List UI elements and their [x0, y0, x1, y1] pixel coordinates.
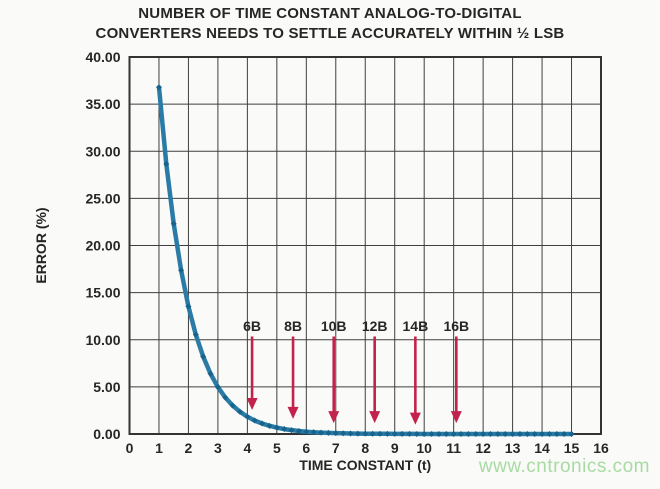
annotation-label: 14B	[403, 318, 429, 334]
annotation-14b: 14B	[403, 318, 429, 425]
y-tick-label: 25.00	[85, 190, 120, 206]
annotation-arrowhead-icon	[246, 397, 258, 410]
annotation-10b: 10B	[321, 318, 347, 424]
x-tick-label: 11	[446, 440, 461, 456]
annotation-label: 12B	[362, 318, 388, 334]
x-tick-label: 13	[505, 440, 521, 456]
y-axis-title: ERROR (%)	[33, 207, 49, 283]
x-tick-label: 15	[564, 440, 580, 456]
chart-title-line2: CONVERTERS NEEDS TO SETTLE ACCURATELY WI…	[95, 25, 565, 42]
x-tick-label: 16	[593, 440, 609, 456]
y-tick-label: 15.00	[85, 285, 120, 301]
chart-title-line1: NUMBER OF TIME CONSTANT ANALOG-TO-DIGITA…	[138, 5, 522, 22]
y-axis-tick-labels: 40.00 35.00 30.00 25.00 20.00 15.00 10.00 5.00 0…	[85, 49, 120, 442]
x-tick-label: 4	[243, 440, 251, 456]
x-tick-label: 10	[416, 440, 432, 456]
chart-title: NUMBER OF TIME CONSTANT ANALOG-TO-DIGITA…	[0, 4, 660, 44]
x-tick-label: 6	[302, 440, 310, 456]
y-tick-label: 20.00	[85, 238, 120, 254]
x-tick-label: 0	[126, 440, 134, 456]
x-tick-label: 2	[185, 440, 193, 456]
annotation-arrowhead-icon	[328, 411, 340, 424]
y-tick-label: 5.00	[93, 379, 120, 395]
y-tick-label: 0.00	[93, 426, 120, 442]
annotation-16b: 16B	[443, 318, 469, 424]
annotation-arrowhead-icon	[450, 411, 462, 424]
x-tick-label: 3	[214, 440, 222, 456]
x-tick-label: 12	[475, 440, 491, 456]
x-axis-title: TIME CONSTANT (t)	[299, 457, 431, 473]
y-tick-label: 35.00	[85, 96, 120, 112]
annotation-12b: 12B	[362, 318, 388, 424]
watermark: www.cntronics.com	[478, 456, 650, 477]
x-tick-label: 7	[332, 440, 340, 456]
x-axis-tick-labels: 0 1 2 3 4 5 6 7 8 9 10 11 12 13 14 15 16	[126, 440, 609, 456]
annotation-arrowhead-icon	[409, 412, 421, 425]
annotation-8b: 8B	[284, 318, 302, 419]
y-tick-label: 40.00	[85, 49, 120, 65]
x-tick-label: 8	[361, 440, 369, 456]
x-tick-label: 5	[273, 440, 281, 456]
grid-lines	[129, 57, 601, 434]
x-tick-label: 14	[534, 440, 550, 456]
annotation-label: 16B	[443, 318, 469, 334]
curve-data-markers	[155, 84, 575, 437]
annotation-arrowhead-icon	[369, 411, 381, 424]
annotation-label: 6B	[243, 318, 261, 334]
annotation-label: 8B	[284, 318, 302, 334]
y-tick-label: 10.00	[85, 332, 120, 348]
annotation-6b: 6B	[243, 318, 261, 410]
annotation-arrowhead-icon	[287, 406, 299, 419]
y-tick-label: 30.00	[85, 143, 120, 159]
annotation-label: 10B	[321, 318, 347, 334]
x-tick-label: 9	[391, 440, 399, 456]
x-tick-label: 1	[155, 440, 163, 456]
